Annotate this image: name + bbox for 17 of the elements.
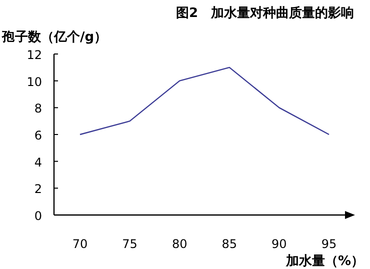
x-tick-label: 90 (272, 237, 287, 251)
y-tick-label: 0 (34, 209, 42, 223)
line-series (79, 66, 330, 136)
y-tick-label: 10 (26, 74, 42, 89)
y-axis-title: 孢子数（亿个/g） (1, 30, 108, 45)
x-tick-label: 75 (122, 237, 138, 251)
y-tick-label: 8 (34, 102, 42, 116)
x-tick-label: 95 (321, 237, 337, 251)
y-tick-label: 2 (34, 182, 42, 196)
y-tick-label: 4 (34, 155, 42, 170)
x-tick-label: 85 (222, 237, 238, 251)
y-tick-label: 12 (26, 48, 42, 62)
x-axis-title: 加水量（%） (284, 254, 364, 269)
x-tick-label: 70 (72, 237, 88, 251)
x-tick-label: 80 (172, 237, 188, 251)
chart-title: 图2 加水量对种曲质量的影响 (176, 5, 354, 21)
y-tick-label: 6 (34, 128, 42, 142)
